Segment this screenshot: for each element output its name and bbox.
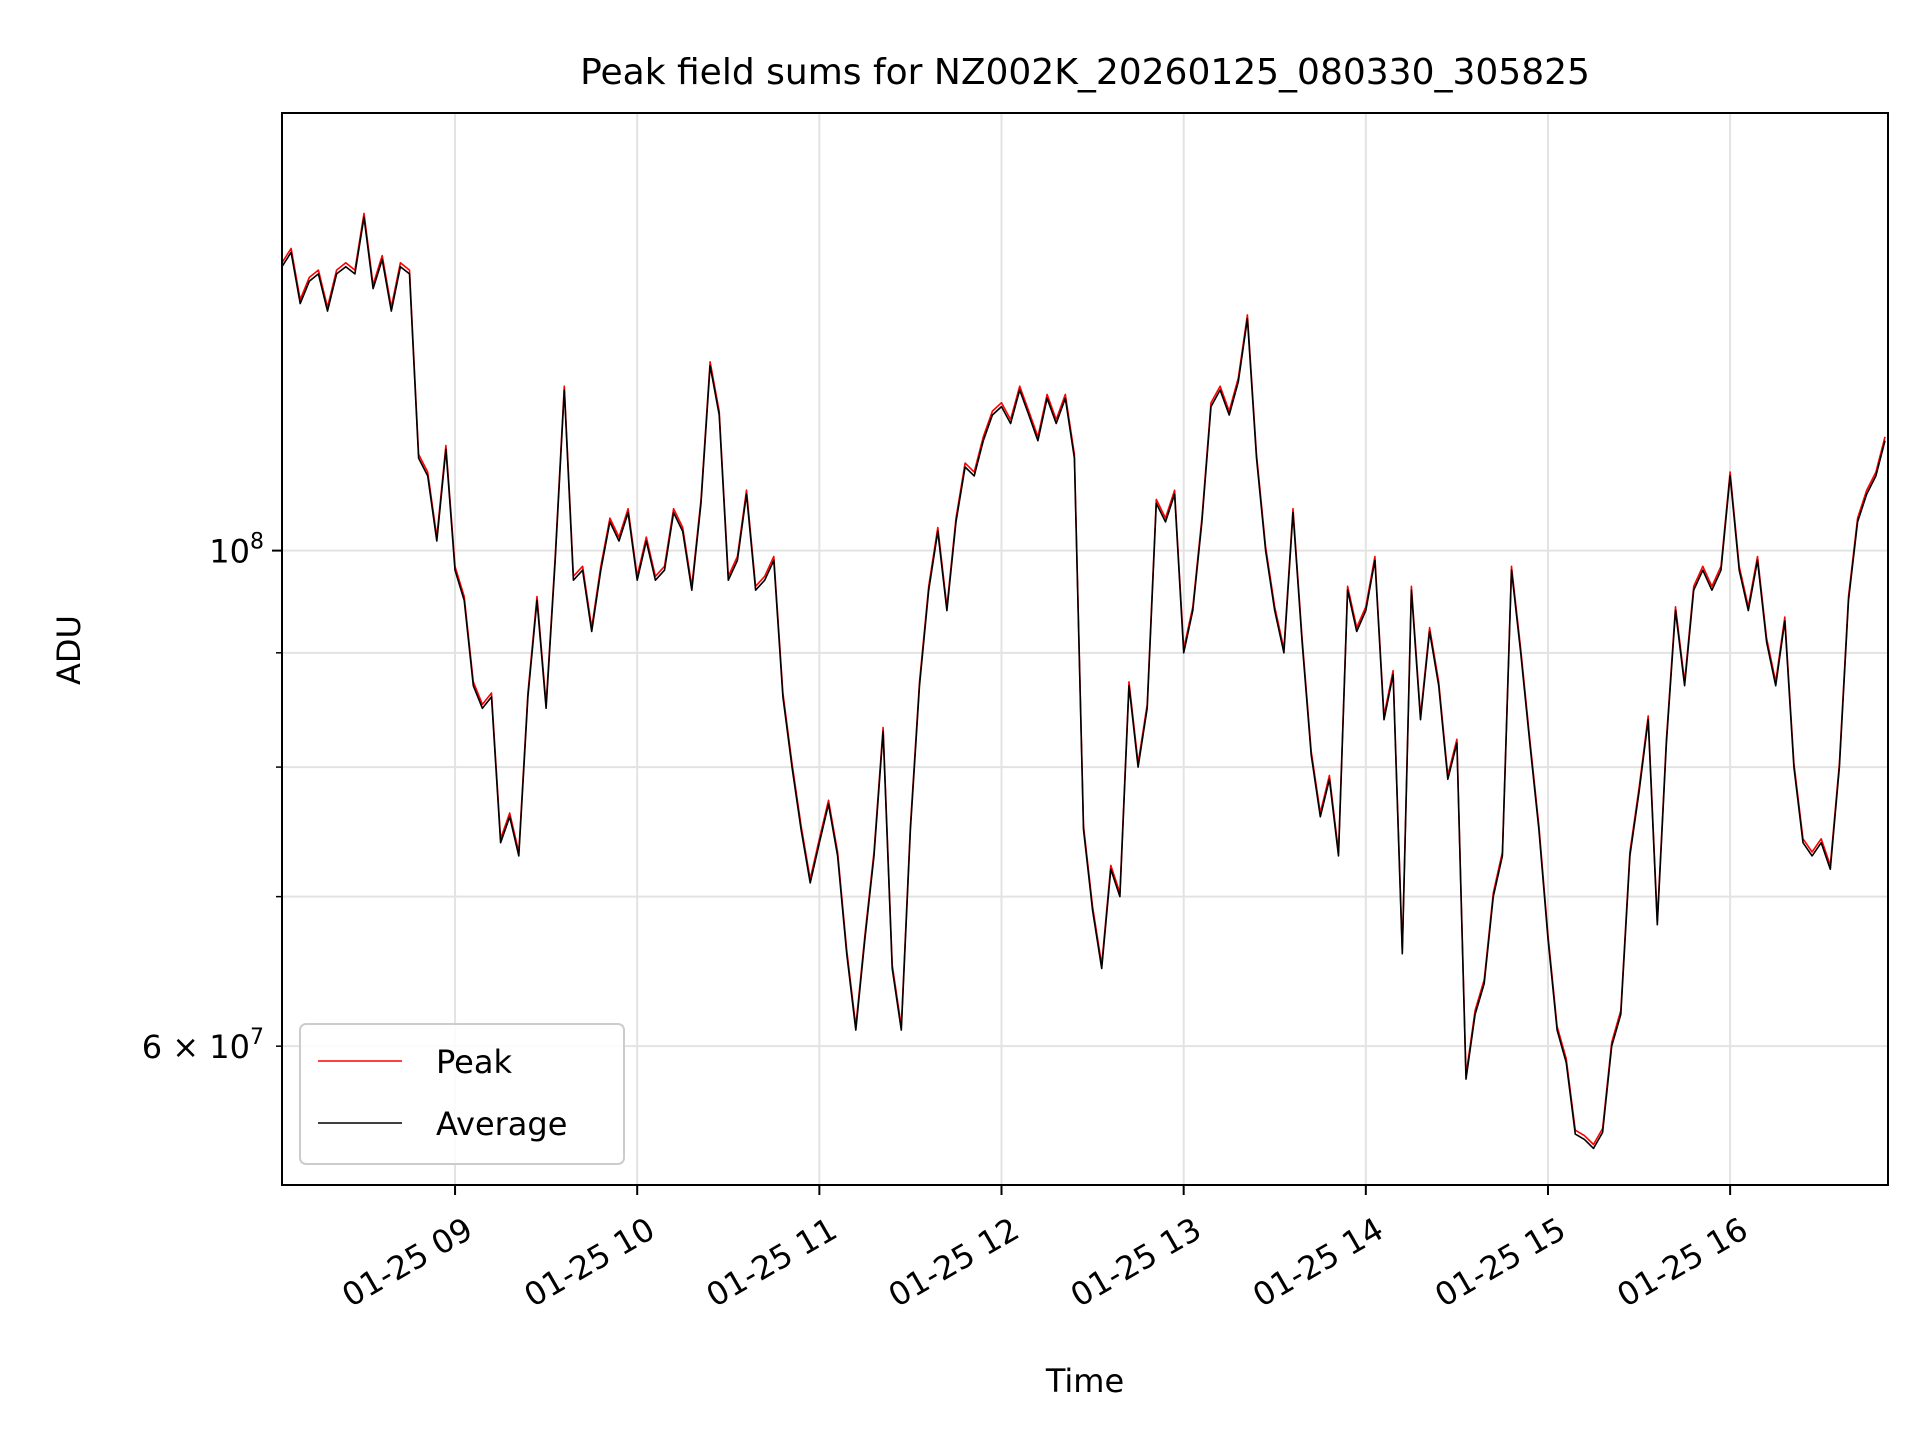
x-axis-label: Time [1045,1362,1124,1400]
legend-box [299,1023,625,1165]
y-tick-label: 108 [209,530,264,571]
plot-area [282,212,1886,1150]
series-line-average [282,216,1886,1150]
legend: Peak Average [299,1023,625,1165]
legend-label-average: Average [436,1105,567,1143]
legend-label-peak: Peak [436,1043,512,1081]
chart-title: Peak field sums for NZ002K_20260125_0803… [580,52,1590,93]
y-axis-ticks: 108 6 × 107 [142,530,282,1066]
y-axis-label: ADU [50,615,88,685]
y-tick-label: 6 × 107 [142,1025,264,1066]
plot-frame [281,112,1889,1186]
